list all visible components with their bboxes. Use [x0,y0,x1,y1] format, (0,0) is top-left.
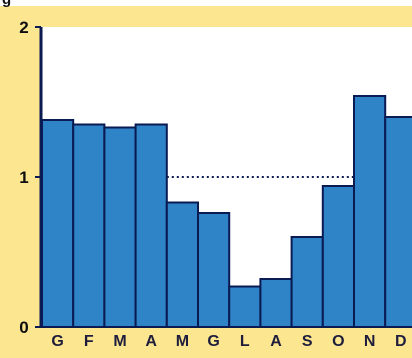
bar-0 [41,119,75,328]
x-tick-label-8: S [302,333,313,350]
bar-2 [103,126,137,328]
x-tick-label-4: M [176,333,189,350]
chart-title-fragment: g [2,0,11,8]
x-tick-label-9: O [332,333,344,350]
bar-8 [290,236,324,328]
x-tick-label-1: F [84,333,94,350]
x-tick-label-0: G [51,333,63,350]
bar-4 [165,201,200,328]
x-tick-label-2: M [113,333,126,350]
bar-7 [259,278,293,328]
bar-11 [384,116,412,328]
y-tick-label-1: 1 [19,168,28,187]
bar-6 [228,285,262,328]
x-tick-label-10: N [364,333,376,350]
x-tick-label-6: L [240,333,250,350]
x-tick-label-7: A [270,333,282,350]
bar-1 [72,123,106,328]
bar-9 [321,185,355,328]
y-tick-label-2: 2 [19,18,28,37]
y-ticks: 0 1 2 [19,18,41,337]
bar-10 [353,95,387,328]
bar-3 [134,123,168,328]
x-tick-label-11: D [395,333,407,350]
y-tick-label-0: 0 [19,318,28,337]
x-tick-label-3: A [145,333,157,350]
bars-layer [41,95,412,328]
bar-5 [197,212,231,328]
x-tick-label-5: G [207,333,219,350]
